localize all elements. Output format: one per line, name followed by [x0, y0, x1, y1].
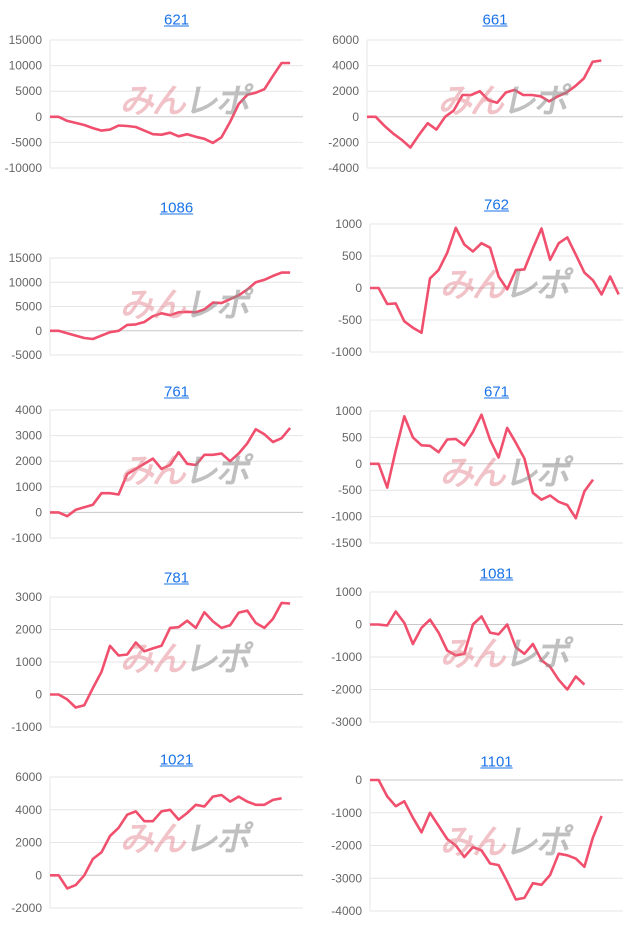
- chart-title-link[interactable]: 781: [163, 569, 190, 587]
- y-tick-label: -2000: [328, 135, 359, 149]
- y-tick-label: 500: [342, 249, 362, 263]
- series-line: [50, 601, 291, 709]
- y-tick-label: -5000: [11, 348, 42, 362]
- y-tick-label: 0: [35, 688, 42, 702]
- y-tick-label: 3000: [15, 590, 42, 604]
- y-tick-label: -2000: [331, 839, 362, 853]
- series-line: [370, 610, 586, 691]
- y-tick-label: 6000: [332, 33, 359, 47]
- y-tick-label: -1000: [331, 510, 362, 524]
- series-line: [370, 226, 620, 335]
- chart-1081: 1000 0 -1000 -2000 -3000: [331, 585, 623, 729]
- y-tick-label: 0: [355, 281, 362, 295]
- y-tick-label: 0: [35, 505, 42, 519]
- chart-671: 1000 500 0 -500 -1000 -1500: [331, 404, 623, 550]
- y-tick-label: 1000: [335, 585, 362, 599]
- series-line: [50, 61, 291, 145]
- chart-title-link[interactable]: 1101: [480, 753, 513, 771]
- y-tick-label: 2000: [15, 836, 42, 850]
- y-tick-label: -2000: [331, 683, 362, 697]
- y-tick-label: -1500: [331, 536, 362, 550]
- chart-title-link[interactable]: 621: [163, 11, 190, 29]
- chart-title-link[interactable]: 661: [482, 11, 508, 29]
- y-tick-label: -1000: [331, 650, 362, 664]
- y-tick-label: 2000: [15, 623, 42, 637]
- series-line: [50, 793, 282, 890]
- y-tick-label: 0: [35, 868, 42, 882]
- series-line: [370, 413, 595, 520]
- y-tick-label: 15000: [9, 251, 43, 265]
- y-tick-label: 10000: [9, 59, 43, 73]
- y-tick-label: 3000: [15, 429, 42, 443]
- y-tick-label: -4000: [328, 161, 359, 175]
- y-tick-label: 1000: [335, 217, 362, 231]
- chart-title-link[interactable]: 761: [163, 383, 190, 401]
- y-tick-label: -1000: [11, 720, 42, 734]
- chart-title-link[interactable]: 762: [483, 196, 510, 214]
- y-tick-label: -5000: [11, 135, 42, 149]
- y-tick-label: 0: [355, 618, 362, 632]
- chart-762: 1000 500 0 -500 -1000: [331, 217, 623, 359]
- y-tick-label: -1000: [331, 345, 362, 359]
- y-tick-label: 4000: [15, 803, 42, 817]
- y-tick-label: 500: [342, 430, 362, 444]
- y-tick-label: 4000: [332, 59, 359, 73]
- chart-1021: 6000 4000 2000 0 -2000: [11, 770, 303, 915]
- chart-781: 3000 2000 1000 0 -1000: [11, 590, 303, 734]
- y-tick-label: 5000: [15, 84, 42, 98]
- chart-title-link[interactable]: 1021: [159, 751, 194, 769]
- y-tick-label: -3000: [331, 715, 362, 729]
- chart-761: 4000 3000 2000 1000 0 -1000: [11, 403, 303, 545]
- y-tick-label: 6000: [15, 770, 42, 784]
- y-tick-label: -1000: [11, 531, 42, 545]
- y-tick-label: 0: [355, 457, 362, 471]
- chart-title-link[interactable]: 1081: [479, 565, 514, 583]
- chart-title-link[interactable]: 671: [483, 383, 510, 401]
- y-tick-label: 15000: [9, 33, 43, 47]
- y-tick-label: 1000: [335, 404, 362, 418]
- y-tick-label: 0: [35, 324, 42, 338]
- y-tick-label: -4000: [331, 904, 362, 918]
- y-tick-label: 1000: [15, 655, 42, 669]
- y-tick-label: -2000: [11, 901, 42, 915]
- series-line: [50, 271, 291, 341]
- y-tick-label: 5000: [15, 300, 42, 314]
- y-tick-label: 4000: [15, 403, 42, 417]
- y-tick-label: 2000: [332, 84, 359, 98]
- series-line: [367, 59, 602, 149]
- y-tick-label: -3000: [331, 871, 362, 885]
- chart-661: 6000 4000 2000 0 -2000 -4000: [328, 33, 623, 175]
- y-tick-label: -10000: [5, 161, 43, 175]
- chart-621: 15000 10000 5000 0 -5000 -10000: [5, 33, 303, 175]
- y-tick-label: -1000: [331, 806, 362, 820]
- series-line: [370, 778, 603, 901]
- chart-title-link[interactable]: 1086: [159, 199, 194, 217]
- y-tick-label: 10000: [9, 275, 43, 289]
- y-tick-label: 2000: [15, 454, 42, 468]
- y-tick-label: -500: [338, 313, 362, 327]
- chart-1086: 15000 10000 5000 0 -5000: [9, 251, 303, 362]
- chart-1101: 0 -1000 -2000 -3000 -4000: [331, 773, 623, 918]
- y-tick-label: 0: [35, 110, 42, 124]
- y-tick-label: 0: [352, 110, 359, 124]
- y-tick-label: 0: [355, 773, 362, 787]
- y-tick-label: 1000: [15, 480, 42, 494]
- y-tick-label: -500: [338, 483, 362, 497]
- series-line: [50, 427, 292, 518]
